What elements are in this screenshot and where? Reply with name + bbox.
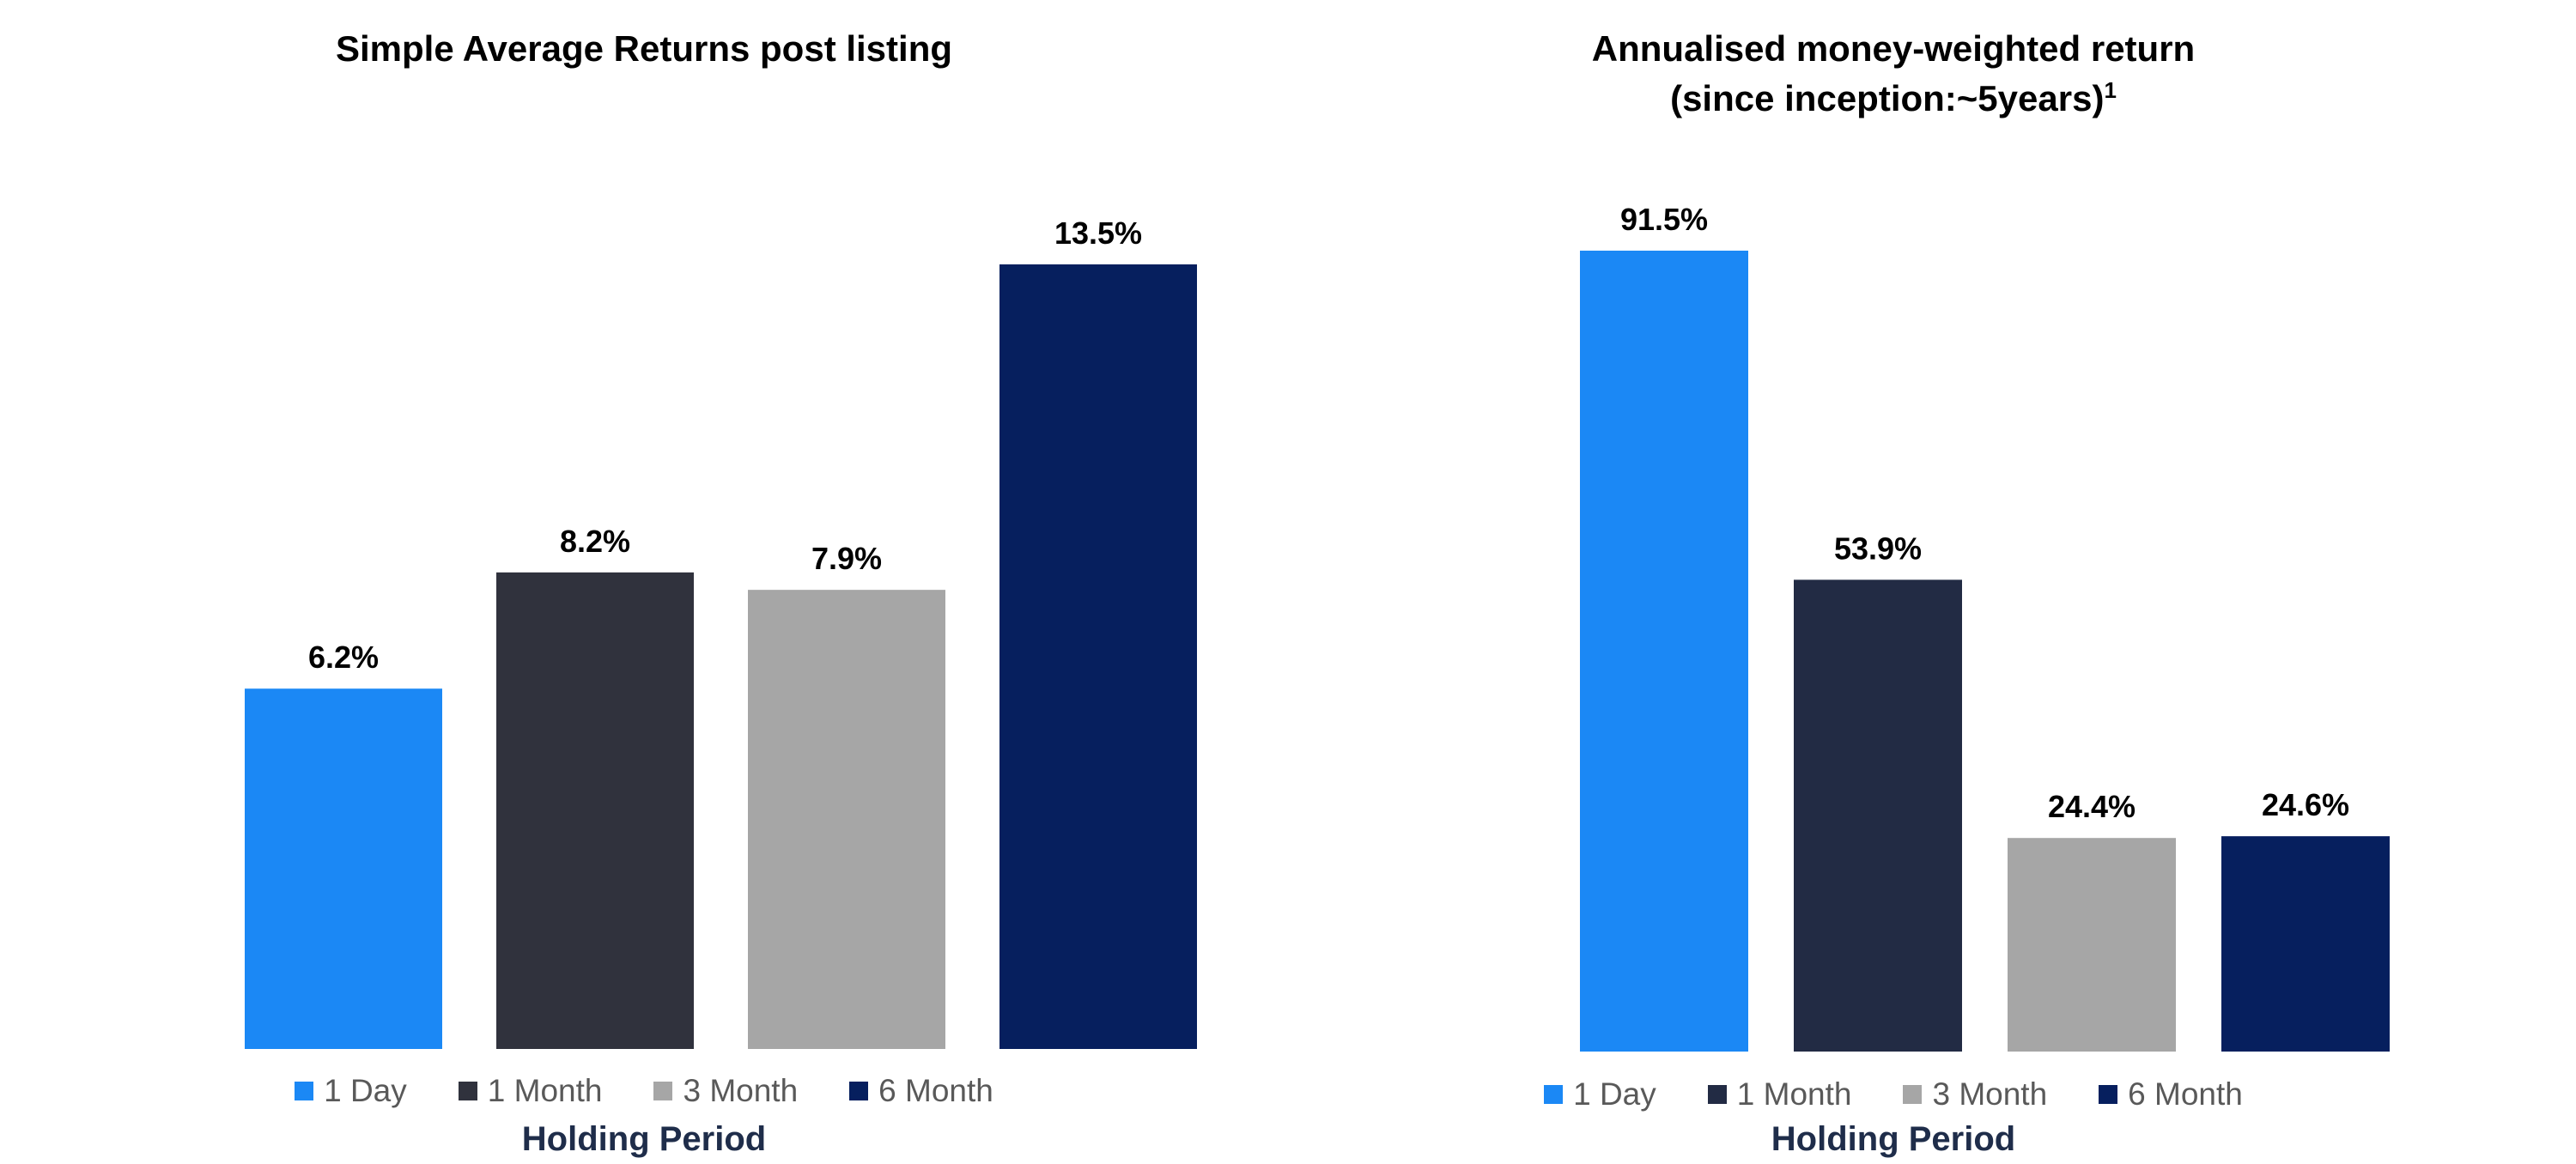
legend-label: 1 Day (1573, 1076, 1656, 1112)
chart-title: Annualised money-weighted return (since … (1249, 24, 2537, 124)
legend-item: 1 Day (295, 1073, 407, 1109)
chart-legend: 1 Day 1 Month 3 Month 6 Month (1249, 1076, 2537, 1112)
legend-label: 1 Month (487, 1073, 603, 1108)
data-label: 6.2% (308, 640, 379, 675)
legend-label: 6 Month (878, 1073, 993, 1108)
legend-item: 3 Month (1903, 1076, 2047, 1112)
chart-subtitle-text: (since inception:~5years) (1670, 78, 2105, 118)
chart-panel-left: Simple Average Returns post listing 6.2%… (0, 24, 1288, 1158)
legend-label: 3 Month (683, 1073, 799, 1108)
data-label: 7.9% (811, 541, 882, 576)
data-label: 8.2% (560, 524, 630, 559)
x-axis-label: Holding Period (521, 1120, 767, 1158)
bar-3-month (748, 590, 945, 1049)
legend-swatch (295, 1082, 314, 1100)
bar-6-month (2221, 836, 2390, 1052)
legend-swatch (1544, 1085, 1564, 1104)
legend-label: 3 Month (1932, 1076, 2048, 1112)
x-axis-label: Holding Period (1771, 1120, 2016, 1158)
legend-swatch (849, 1082, 869, 1100)
bar-1-month (496, 572, 694, 1049)
legend-label: 1 Day (324, 1073, 407, 1108)
bar-3-month (2008, 838, 2176, 1052)
chart-title: Simple Average Returns post listing (0, 24, 1288, 74)
footnote-marker: 1 (2104, 77, 2117, 103)
data-label: 24.6% (2262, 787, 2349, 822)
legend-swatch (2099, 1085, 2118, 1104)
chart-panel-right: Annualised money-weighted return (since … (1288, 0, 2576, 1164)
data-label: 91.5% (1620, 202, 1708, 237)
data-label: 24.4% (2048, 789, 2136, 824)
legend-label: 1 Month (1736, 1076, 1852, 1112)
legend-item: 3 Month (653, 1073, 798, 1109)
bar-1-day (245, 688, 442, 1049)
legend-swatch (458, 1082, 477, 1100)
legend-item: 1 Day (1544, 1076, 1656, 1112)
bar-plot: 6.2% 8.2% 7.9% 13.5% (245, 215, 1197, 1049)
chart-subtitle: (since inception:~5years)1 (1249, 74, 2537, 124)
legend-swatch (653, 1082, 673, 1100)
data-label: 13.5% (1054, 215, 1142, 251)
chart-legend: 1 Day 1 Month 3 Month 6 Month (0, 1073, 1288, 1109)
legend-item: 6 Month (849, 1073, 993, 1109)
legend-swatch (1707, 1085, 1727, 1104)
data-label: 53.9% (1834, 530, 1922, 566)
legend-item: 1 Month (1707, 1076, 1852, 1112)
bar-plot: 91.5% 53.9% 24.4% 24.6% (1580, 202, 2390, 1052)
bar-6-month (999, 264, 1197, 1049)
legend-item: 6 Month (2099, 1076, 2243, 1112)
legend-label: 6 Month (2128, 1076, 2243, 1112)
chart-title-text: Annualised money-weighted return (1591, 28, 2196, 69)
chart-title-text: Simple Average Returns post listing (335, 28, 953, 69)
bar-1-month (1794, 579, 1962, 1052)
bar-1-day (1580, 251, 1748, 1052)
legend-item: 1 Month (458, 1073, 603, 1109)
legend-swatch (1903, 1085, 1923, 1104)
